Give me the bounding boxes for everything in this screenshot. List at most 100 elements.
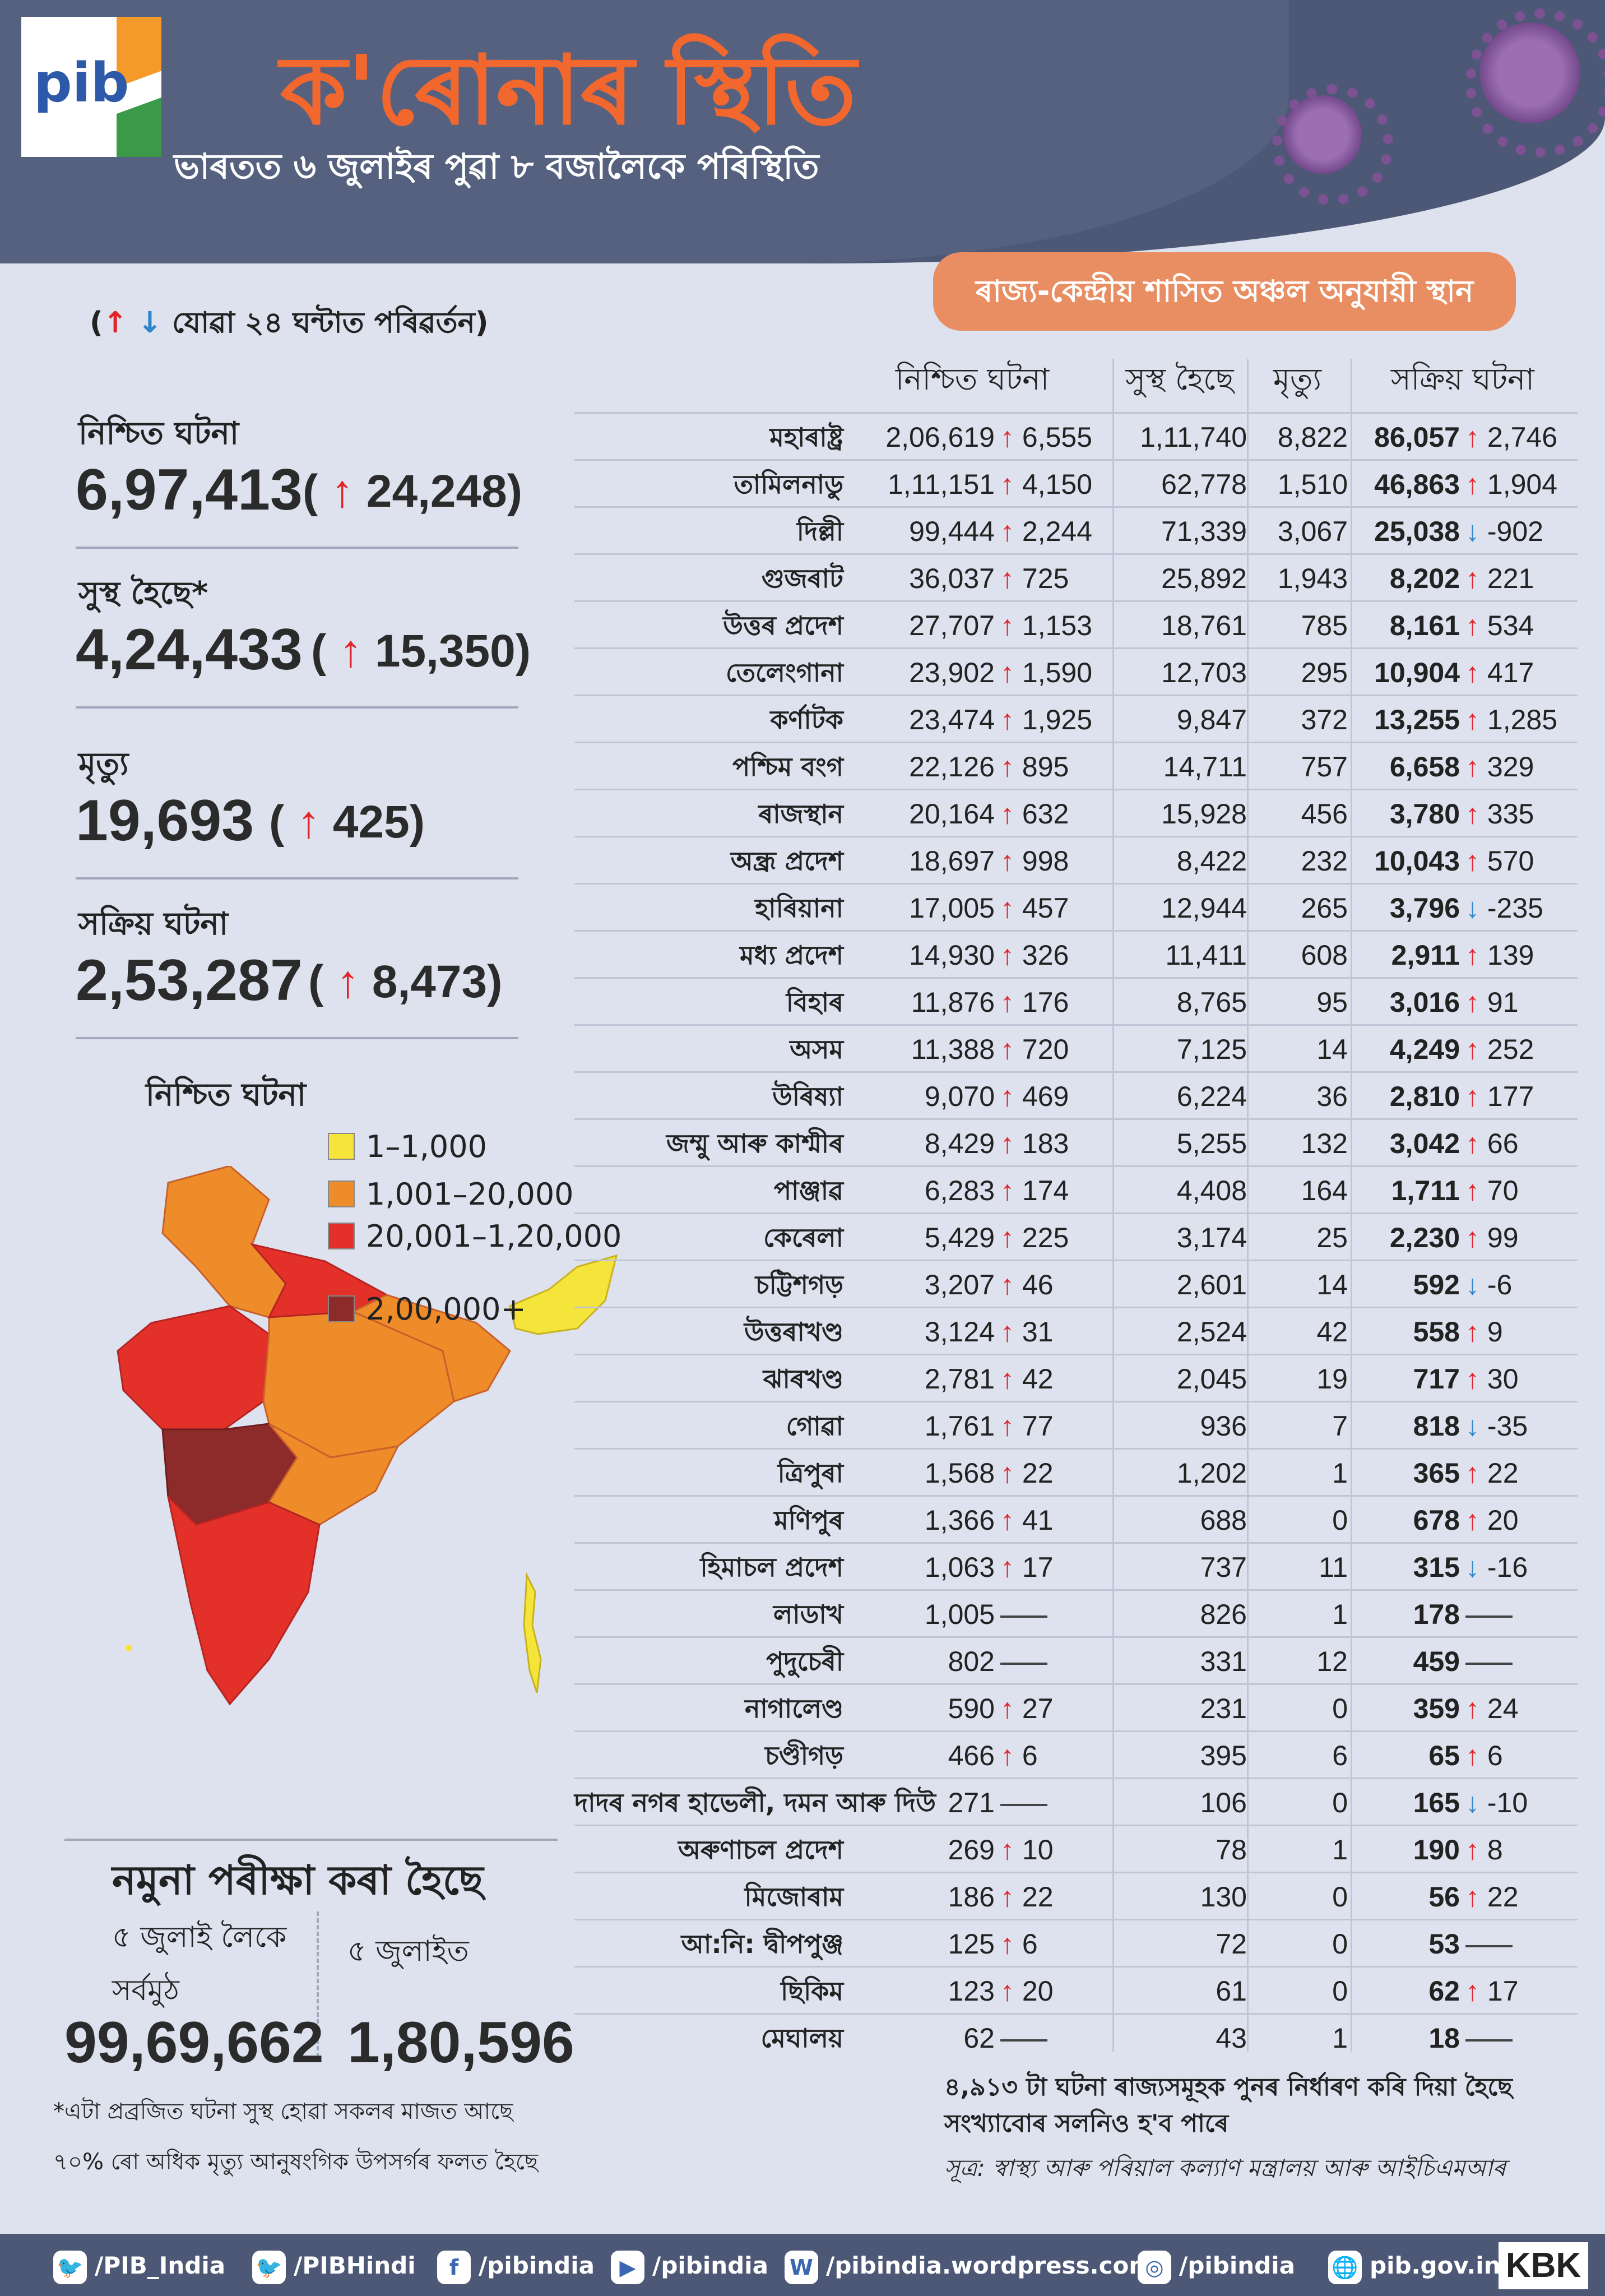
map-andaman-islands (523, 1572, 542, 1693)
confirmed-value: 1,761 (924, 1410, 995, 1442)
change-value: 2,244 (1014, 516, 1093, 547)
testing-cumulative-label: ৫ জুলাই লৈকে (112, 1920, 287, 1954)
confirmed-value: 2,06,619 (885, 422, 995, 453)
deaths-value: 164 (1301, 1175, 1348, 1206)
footer-bar: KBK 🐦 /PIB_India 🐦 /PIBHindi f/pibindia ▶ /pib… (0, 2234, 1605, 2296)
state-name: তেলেংগানা (725, 658, 843, 688)
stat-divider (76, 877, 518, 879)
state-name: পশ্চিম বংগ (732, 752, 843, 782)
change-value: -16 (1479, 1552, 1528, 1583)
table-row: তামিলনাডু 1,11,151 ↑ 4,150 62,778 1,510 46,86… (574, 459, 1578, 506)
source-note: সূত্ৰ: স্বাস্থ্য আৰু পৰিয়াল কল্যাণ মন্ত… (944, 2154, 1506, 2182)
testing-day-label: ৫ জুলাইত (347, 1934, 469, 1968)
recovered-value: 71,339 (1161, 516, 1247, 547)
confirmed-value: 1,366 (924, 1505, 995, 1536)
deaths-value: 0 (1332, 1693, 1348, 1724)
state-name: ৰাজস্থান (758, 799, 843, 829)
deaths-value: 456 (1301, 798, 1348, 830)
social-link[interactable]: 🌐 pib.gov.in (1328, 2246, 1501, 2285)
column-divider (1247, 359, 1249, 2052)
change-value: 1,153 (1014, 610, 1093, 641)
social-link[interactable]: f/pibindia (437, 2246, 595, 2285)
stat-change: ( ↑ 8,473) (308, 956, 503, 1007)
social-link[interactable]: ◎ /pibindia (1138, 2246, 1295, 2285)
change-value: 30 (1479, 1363, 1519, 1395)
confirmed-change: ↑ 2,244 (1000, 508, 1112, 555)
change-value: 42 (1014, 1363, 1054, 1395)
active-value: 25,038 (1374, 516, 1460, 547)
recovered-value: 61 (1216, 1975, 1247, 2007)
confirmed-value: 802 (948, 1646, 995, 1677)
social-link[interactable]: 🐦 /PIBHindi (252, 2246, 416, 2285)
arrow-up-icon: ↑ (297, 797, 321, 848)
arrow-up-icon: ↑ (1465, 1034, 1479, 1065)
table-row: আ:নি: দ্বীপপুঞ্জ 125 ↑ 6 72 0 53 (574, 1919, 1578, 1966)
change-value: 632 (1014, 798, 1069, 830)
table-row: দিল্লী 99,444 ↑ 2,244 71,339 3,067 25,038 ↓ -9… (574, 506, 1578, 553)
arrow-up-icon: ↑ (1465, 845, 1479, 877)
arrow-up-icon: ↑ (1465, 563, 1479, 594)
state-name: মণিপুৰ (774, 1505, 843, 1535)
map-title: নিশ্চিত ঘটনা (146, 1077, 307, 1113)
social-link[interactable]: W/pibindia.wordpress.com (785, 2246, 1153, 2285)
confirmed-change: ↑ 725 (1000, 555, 1112, 602)
social-link[interactable]: ▶ /pibindia (611, 2246, 768, 2285)
state-name: গোৱা (786, 1411, 843, 1441)
confirmed-value: 11,388 (911, 1034, 995, 1065)
stat-change: ( ↑ 24,248) (303, 466, 523, 517)
testing-cumulative-value: 99,69,662 (64, 2010, 324, 2075)
twitter-icon: 🐦 (252, 2250, 286, 2284)
stat-label: মৃত্যু (78, 746, 129, 783)
recovered-value: 14,711 (1163, 751, 1247, 783)
recovered-value: 9,847 (1176, 704, 1247, 735)
change-value: 6 (1014, 1740, 1038, 1771)
active-change: ↑ 91 (1465, 979, 1578, 1026)
confirmed-change: ↑ 10 (1000, 1826, 1112, 1873)
active-change: ↑ 8 (1465, 1826, 1578, 1873)
arrow-up-icon: ↑ (1000, 1740, 1014, 1771)
testing-day-value: 1,80,596 (347, 2010, 574, 2075)
confirmed-value: 123 (948, 1975, 995, 2007)
arrow-up-icon: ↑ (1000, 657, 1014, 688)
confirmed-change: ↑ 1,925 (1000, 696, 1112, 743)
arrow-up-icon: ↑ (1465, 704, 1479, 735)
facebook-icon: f (437, 2250, 471, 2284)
virus-icon (1272, 84, 1393, 205)
state-name: চট্টিশগড় (755, 1270, 843, 1300)
active-value: 3,016 (1389, 987, 1460, 1018)
social-handle: pib.gov.in (1370, 2252, 1501, 2279)
confirmed-change: ↑ 42 (1000, 1355, 1112, 1402)
active-value: 10,043 (1374, 845, 1460, 877)
change-value: 335 (1479, 798, 1534, 830)
arrow-up-icon: ↑ (1000, 1081, 1014, 1112)
state-name: চণ্ডীগড় (765, 1740, 843, 1771)
active-change: ↑ 2,746 (1465, 414, 1578, 461)
confirmed-change: ↑ 326 (1000, 932, 1112, 979)
change-value: -35 (1479, 1410, 1528, 1442)
social-link[interactable]: 🐦 /PIB_India (53, 2246, 225, 2285)
confirmed-change: ↑ 469 (1000, 1073, 1112, 1120)
stat-change-value: 8,473 (372, 956, 488, 1007)
active-change: ↑ 221 (1465, 555, 1578, 602)
arrow-up-icon: ↑ (1465, 1128, 1479, 1159)
confirmed-value: 20,164 (909, 798, 995, 830)
deaths-value: 757 (1301, 751, 1348, 783)
recovered-value: 395 (1200, 1740, 1247, 1771)
recovered-value: 15,928 (1161, 798, 1247, 830)
state-name: অসম (790, 1034, 843, 1064)
legend-item: 20,001–1,20,000 (328, 1216, 642, 1254)
confirmed-change: ↑ 77 (1000, 1402, 1112, 1450)
column-header-confirmed: নিশ্চিত ঘটনা (895, 362, 1050, 397)
confirmed-change: ↑ 27 (1000, 1685, 1112, 1732)
state-name: মধ্য প্ৰদেশ (740, 940, 843, 970)
stat-value: 6,97,413 (76, 457, 303, 522)
confirmed-change: ↑ 22 (1000, 1450, 1112, 1497)
active-value: 3,780 (1389, 798, 1460, 830)
legend-label: 2,00,000+ (366, 1291, 526, 1327)
confirmed-value: 2,781 (924, 1363, 995, 1395)
confirmed-change: ↑ 46 (1000, 1261, 1112, 1308)
globe-icon: 🌐 (1328, 2250, 1362, 2284)
active-value: 178 (1413, 1599, 1460, 1630)
legend-item: 2,00,000+ (328, 1289, 642, 1327)
brand-mark: KBK (1499, 2242, 1588, 2289)
